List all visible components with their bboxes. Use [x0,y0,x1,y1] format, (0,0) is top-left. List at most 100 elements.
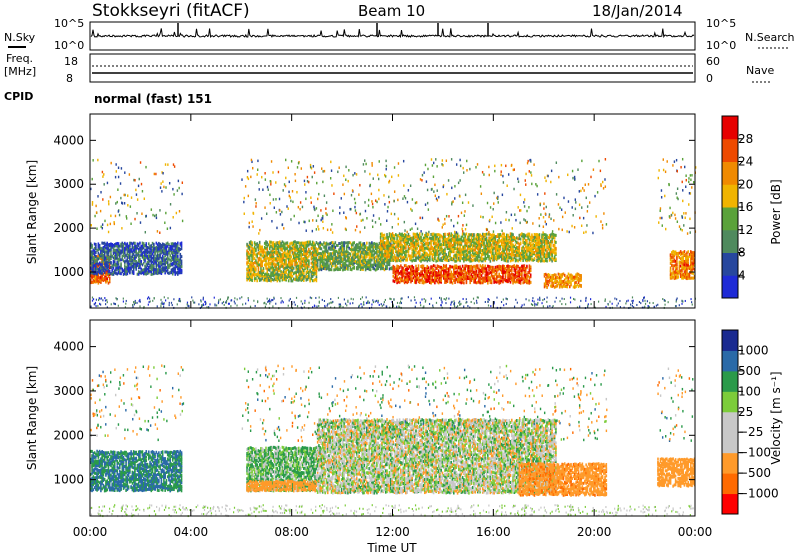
data-cell [669,261,672,265]
data-cell [489,271,492,275]
data-cell [154,256,156,260]
data-cell [539,255,542,259]
data-cell [292,256,295,260]
data-cell [271,265,274,269]
data-cell [510,253,513,257]
data-cell [494,243,497,247]
data-cell [122,272,125,276]
data-cell [93,246,96,250]
data-cell [413,235,416,239]
data-cell [546,254,548,258]
data-cell [503,243,506,247]
data-cell [545,253,547,257]
data-cell [166,260,169,264]
data-cell [379,243,382,247]
data-cell [481,268,484,272]
data-cell [434,248,436,252]
data-cell [282,277,285,281]
data-cell [276,253,279,257]
data-cell [253,257,256,261]
data-cell [257,268,260,272]
data-cell [326,242,329,246]
data-cell [505,255,508,259]
data-cell [381,247,383,251]
data-cell [421,272,424,276]
data-cell [364,258,367,262]
data-cell [308,254,310,258]
data-cell [674,272,677,276]
data-cell [529,249,532,253]
data-cell [432,268,435,272]
data-cell [455,253,458,257]
data-cell [678,271,681,275]
data-cell [672,267,674,271]
data-cell [290,259,293,263]
data-cell [251,253,253,257]
data-cell [129,241,131,245]
data-cell [127,249,130,253]
data-cell [168,265,170,269]
data-cell [451,236,454,240]
data-cell [169,262,172,266]
data-cell [115,266,117,270]
data-cell [541,239,543,243]
data-cell [344,254,347,258]
data-cell [147,259,150,263]
data-cell [465,249,468,253]
data-cell [470,259,473,263]
data-cell [115,256,117,260]
data-cell [463,247,465,251]
data-cell [400,264,402,268]
data-cell [509,239,512,243]
data-cell [335,243,338,247]
data-cell [487,248,489,252]
data-cell [101,271,103,275]
data-cell [154,260,156,264]
data-cell [101,269,103,273]
data-cell [153,261,155,265]
data-cell [550,239,552,243]
data-cell [527,245,529,249]
data-cell [179,259,182,263]
data-cell [155,241,158,245]
data-cell [156,268,159,272]
data-cell [445,253,448,257]
data-cell [463,274,465,278]
data-cell [493,278,495,282]
data-cell [124,246,126,250]
data-cell [144,248,146,252]
data-cell [349,247,352,251]
data-cell [463,245,465,249]
data-cell [417,233,420,237]
data-cell [170,262,173,266]
data-cell [393,265,396,269]
data-cell [456,255,459,259]
data-cell [560,284,562,288]
data-cell [446,247,449,251]
data-cell [284,276,286,280]
data-cell [124,251,126,255]
data-cell [478,245,480,249]
data-cell [321,254,324,258]
data-cell [349,241,352,245]
data-cell [551,285,553,289]
data-cell [251,261,253,265]
data-cell [140,269,143,273]
data-cell [439,280,441,284]
data-cell [674,270,677,274]
data-cell [524,255,527,259]
data-cell [316,258,319,262]
data-cell [291,252,294,256]
data-cell [377,245,379,249]
data-cell [313,273,315,277]
data-cell [572,277,575,281]
data-cell [480,281,483,285]
data-cell [538,238,541,242]
data-cell [522,238,524,242]
data-cell [319,267,321,271]
data-cell [392,264,395,268]
data-cell [442,240,445,244]
data-cell [442,276,445,280]
data-cell [169,247,172,251]
data-cell [440,246,442,250]
